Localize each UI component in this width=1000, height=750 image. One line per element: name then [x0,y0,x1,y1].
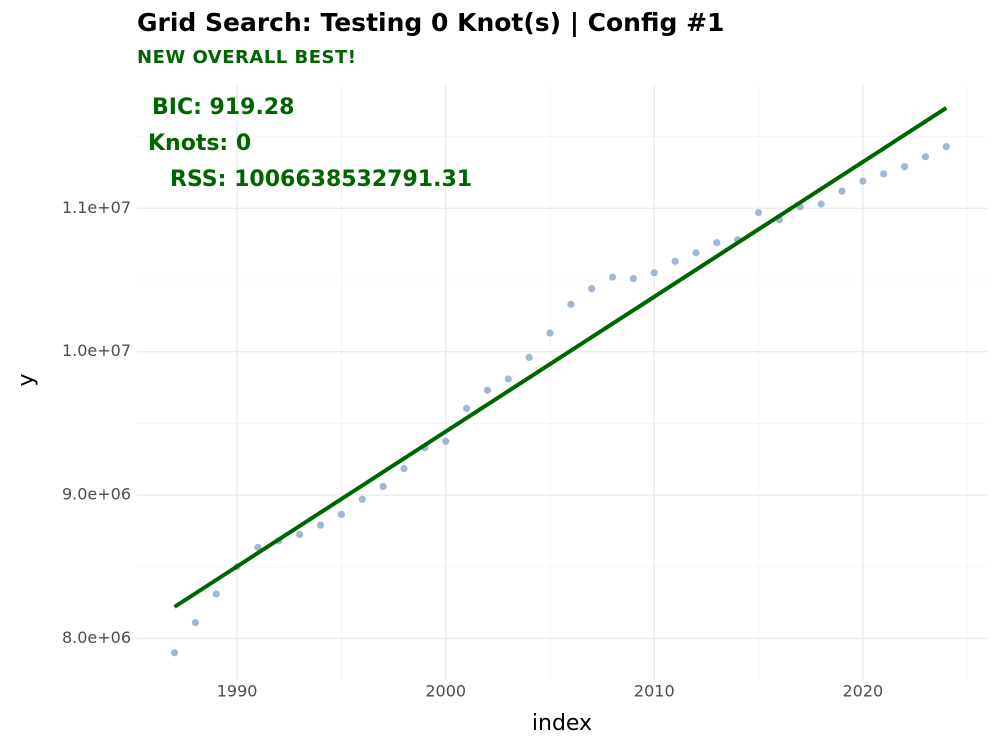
y-tick-label: 1.0e+07 [62,341,131,360]
data-point [379,482,387,491]
data-point [170,649,179,657]
data-point [525,353,533,362]
data-point [713,239,721,247]
data-point [358,495,366,503]
data-point [462,404,471,412]
data-point [296,530,304,539]
data-point [337,510,346,519]
y-tick-label: 1.1e+07 [62,198,131,217]
data-point [650,269,658,277]
data-point [212,590,220,598]
data-point [504,375,512,383]
data-point [316,521,325,529]
data-point [754,209,763,217]
data-point [692,249,700,257]
x-axis-label: index [532,711,592,736]
data-point [567,300,575,308]
annotation: RSS: 1006638532791.31 [170,167,472,192]
data-point [442,437,450,445]
data-point [254,543,262,551]
data-point [942,143,950,151]
data-point [483,386,492,394]
annotation: Knots: 0 [148,131,251,156]
x-tick-label: 2000 [425,682,466,701]
data-point [191,619,200,627]
chart-title: Grid Search: Testing 0 Knot(s) | Config … [137,8,724,37]
data-point [671,257,679,265]
data-point [838,187,846,195]
data-point [817,200,825,208]
chart-subtitle: NEW OVERALL BEST! [137,47,357,68]
data-point [546,329,554,337]
fit-line [173,106,948,609]
y-tick-label: 8.0e+06 [62,628,131,647]
annotation: BIC: 919.28 [152,95,294,120]
data-point [859,177,867,185]
data-point [900,163,909,171]
x-tick-label: 2020 [842,682,883,701]
y-axis-label: y [14,373,39,386]
data-point [608,273,617,281]
data-point [629,274,638,283]
y-tick-label: 9.0e+06 [62,485,131,504]
data-point [588,284,596,293]
data-point [880,170,888,178]
x-tick-label: 1990 [217,682,258,701]
x-tick-label: 2010 [634,682,675,701]
data-point [921,153,930,161]
data-point [400,464,408,473]
